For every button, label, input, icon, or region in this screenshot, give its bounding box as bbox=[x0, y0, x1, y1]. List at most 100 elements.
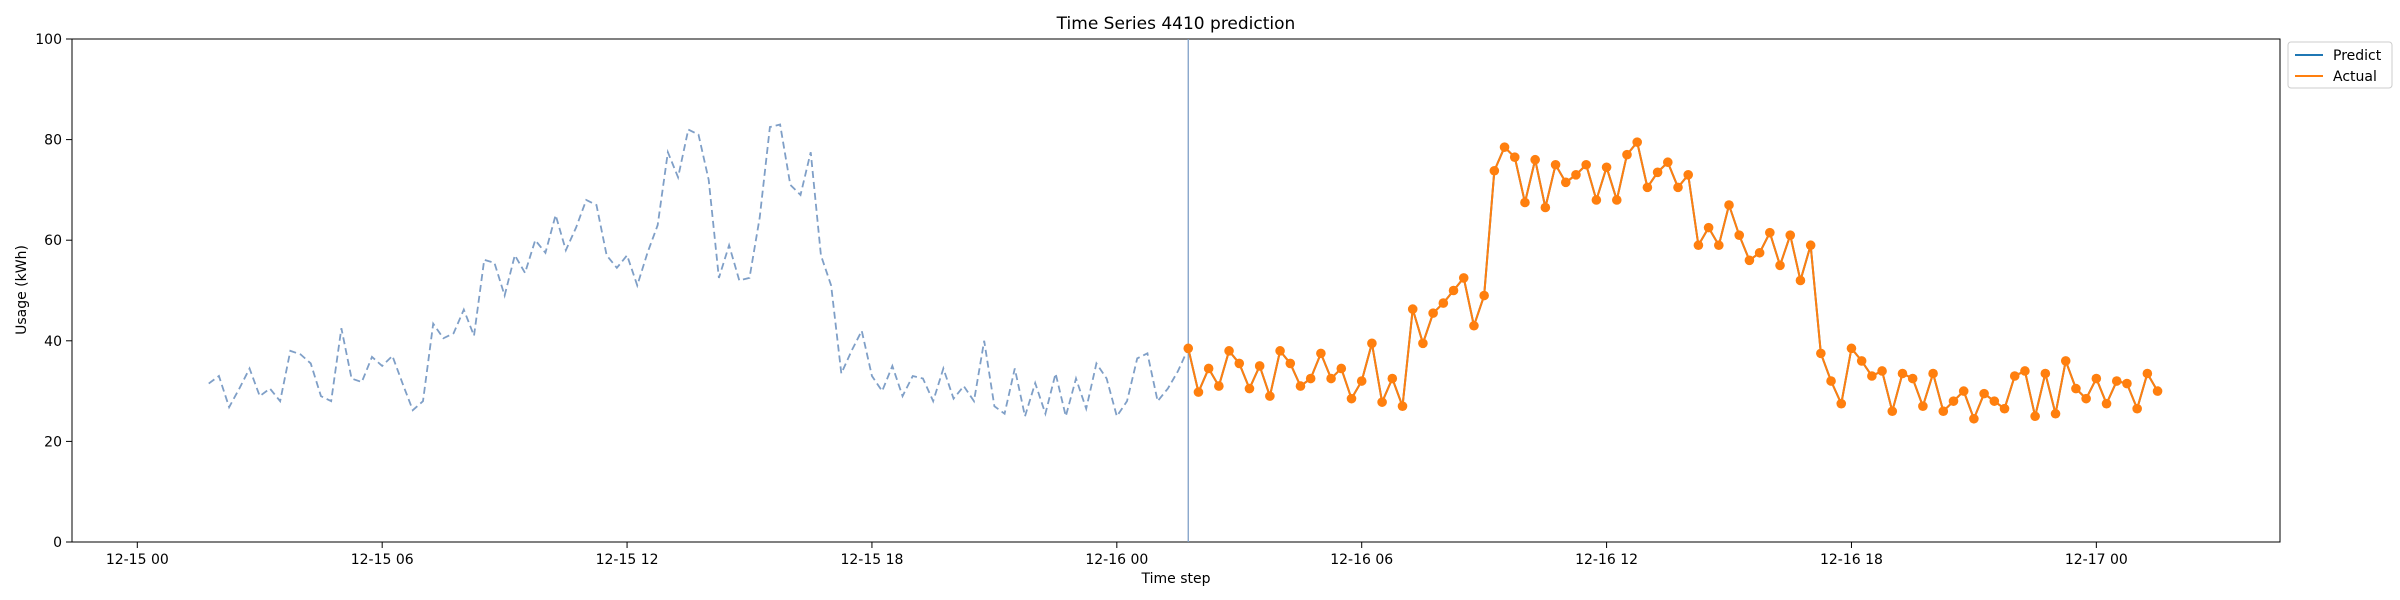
chart-title: Time Series 4410 prediction bbox=[1056, 14, 1296, 34]
actual-point bbox=[1856, 356, 1867, 366]
actual-point bbox=[1867, 371, 1877, 381]
actual-point bbox=[1979, 388, 1989, 399]
actual-point bbox=[2122, 378, 2132, 389]
x-tick-label: 12-15 12 bbox=[596, 552, 659, 568]
y-tick-label: 40 bbox=[44, 334, 62, 350]
legend-predict-label: Predict bbox=[2333, 48, 2382, 64]
actual-point bbox=[1622, 149, 1632, 160]
actual-point bbox=[1387, 373, 1398, 384]
actual-point bbox=[1234, 358, 1245, 369]
actual-point bbox=[1816, 348, 1826, 359]
actual-point bbox=[1550, 159, 1561, 170]
actual-point bbox=[2101, 398, 2112, 409]
actual-point bbox=[1724, 200, 1734, 210]
actual-point bbox=[1571, 170, 1581, 180]
actual-point bbox=[2030, 411, 2040, 422]
plot-area bbox=[71, 38, 2281, 543]
actual-point bbox=[1520, 197, 1530, 208]
actual-point bbox=[2111, 376, 2122, 386]
actual-point bbox=[1377, 397, 1387, 407]
legend: Predict Actual bbox=[2287, 41, 2393, 89]
actual-point bbox=[1632, 137, 1642, 147]
actual-point bbox=[1418, 338, 1428, 349]
x-tick-label: 12-16 06 bbox=[1330, 552, 1393, 568]
actual-point bbox=[1326, 373, 1336, 384]
actual-point bbox=[1356, 376, 1367, 386]
actual-point bbox=[1754, 247, 1765, 258]
actual-point bbox=[1611, 195, 1622, 205]
x-tick-label: 12-15 00 bbox=[106, 552, 169, 568]
actual-point bbox=[2050, 408, 2061, 419]
actual-point bbox=[1224, 346, 1234, 356]
actual-point bbox=[1479, 290, 1489, 301]
actual-point bbox=[1948, 396, 1959, 406]
actual-point bbox=[1203, 363, 1214, 374]
actual-point bbox=[1193, 387, 1204, 397]
history-series-line bbox=[208, 123, 1190, 420]
actual-point bbox=[1989, 396, 2000, 406]
actual-point bbox=[1183, 343, 1194, 354]
actual-point bbox=[1530, 154, 1540, 165]
actual-point bbox=[1509, 152, 1520, 163]
actual-point bbox=[1765, 227, 1775, 238]
actual-point bbox=[2009, 371, 2020, 381]
actual-point bbox=[1907, 373, 1918, 384]
actual-point bbox=[1407, 304, 1418, 314]
y-tick-label: 100 bbox=[35, 32, 62, 48]
actual-point bbox=[1438, 298, 1449, 308]
actual-point bbox=[1336, 363, 1347, 374]
actual-point bbox=[1428, 308, 1438, 318]
actual-point bbox=[1663, 157, 1673, 168]
actual-point bbox=[1805, 240, 1816, 251]
actual-point bbox=[1693, 240, 1704, 251]
y-axis-label: Usage (kWh) bbox=[14, 245, 30, 335]
actual-point bbox=[1642, 182, 1653, 193]
y-tick-label: 80 bbox=[44, 133, 62, 149]
x-tick-label: 12-17 00 bbox=[2065, 552, 2128, 568]
y-tick-label: 60 bbox=[44, 233, 62, 249]
actual-point bbox=[1703, 222, 1714, 233]
actual-point bbox=[1836, 398, 1847, 409]
actual-point bbox=[1469, 320, 1479, 331]
actual-point bbox=[1275, 346, 1285, 356]
actual-point bbox=[1673, 182, 1683, 193]
actual-point bbox=[2091, 373, 2102, 384]
actual-point bbox=[1846, 343, 1857, 354]
actual-point bbox=[1826, 376, 1836, 386]
chart-marks bbox=[208, 39, 2163, 542]
actual-point bbox=[2132, 403, 2142, 414]
x-tick-label: 12-16 12 bbox=[1575, 552, 1638, 568]
actual-point bbox=[2081, 393, 2091, 404]
actual-point bbox=[1744, 255, 1755, 266]
actual-point bbox=[2040, 368, 2051, 379]
legend-actual-label: Actual bbox=[2333, 69, 2377, 85]
y-tick-label: 0 bbox=[53, 535, 62, 551]
actual-point bbox=[2020, 366, 2030, 376]
actual-point bbox=[1928, 368, 1938, 379]
actual-point bbox=[1999, 403, 2010, 414]
x-tick-label: 12-16 00 bbox=[1085, 552, 1148, 568]
actual-point bbox=[1785, 230, 1796, 240]
actual-point bbox=[1887, 406, 1898, 417]
actual-point bbox=[1714, 240, 1724, 251]
actual-point bbox=[1458, 273, 1469, 283]
actual-point bbox=[1214, 381, 1224, 391]
axes: 0 20 40 60 80 100 12-15 00 12-15 06 12-15 12 12-1… bbox=[35, 32, 2128, 568]
actual-point bbox=[1969, 413, 1979, 424]
x-axis-label: Time step bbox=[1141, 571, 1211, 587]
actual-point bbox=[1877, 366, 1887, 376]
actual-point bbox=[1244, 383, 1255, 394]
actual-point bbox=[1601, 162, 1612, 173]
actual-point bbox=[1560, 177, 1571, 188]
actual-point bbox=[1958, 386, 1969, 396]
actual-point bbox=[1285, 358, 1296, 369]
actual-point bbox=[1305, 373, 1316, 384]
actual-point bbox=[1367, 338, 1377, 349]
actual-point bbox=[1316, 348, 1326, 359]
actual-point bbox=[1265, 391, 1275, 401]
actual-point bbox=[1581, 159, 1591, 170]
actual-point bbox=[1540, 202, 1551, 213]
actual-point bbox=[1918, 401, 1928, 411]
actual-point bbox=[1254, 361, 1265, 371]
actual-point bbox=[1795, 275, 1806, 286]
